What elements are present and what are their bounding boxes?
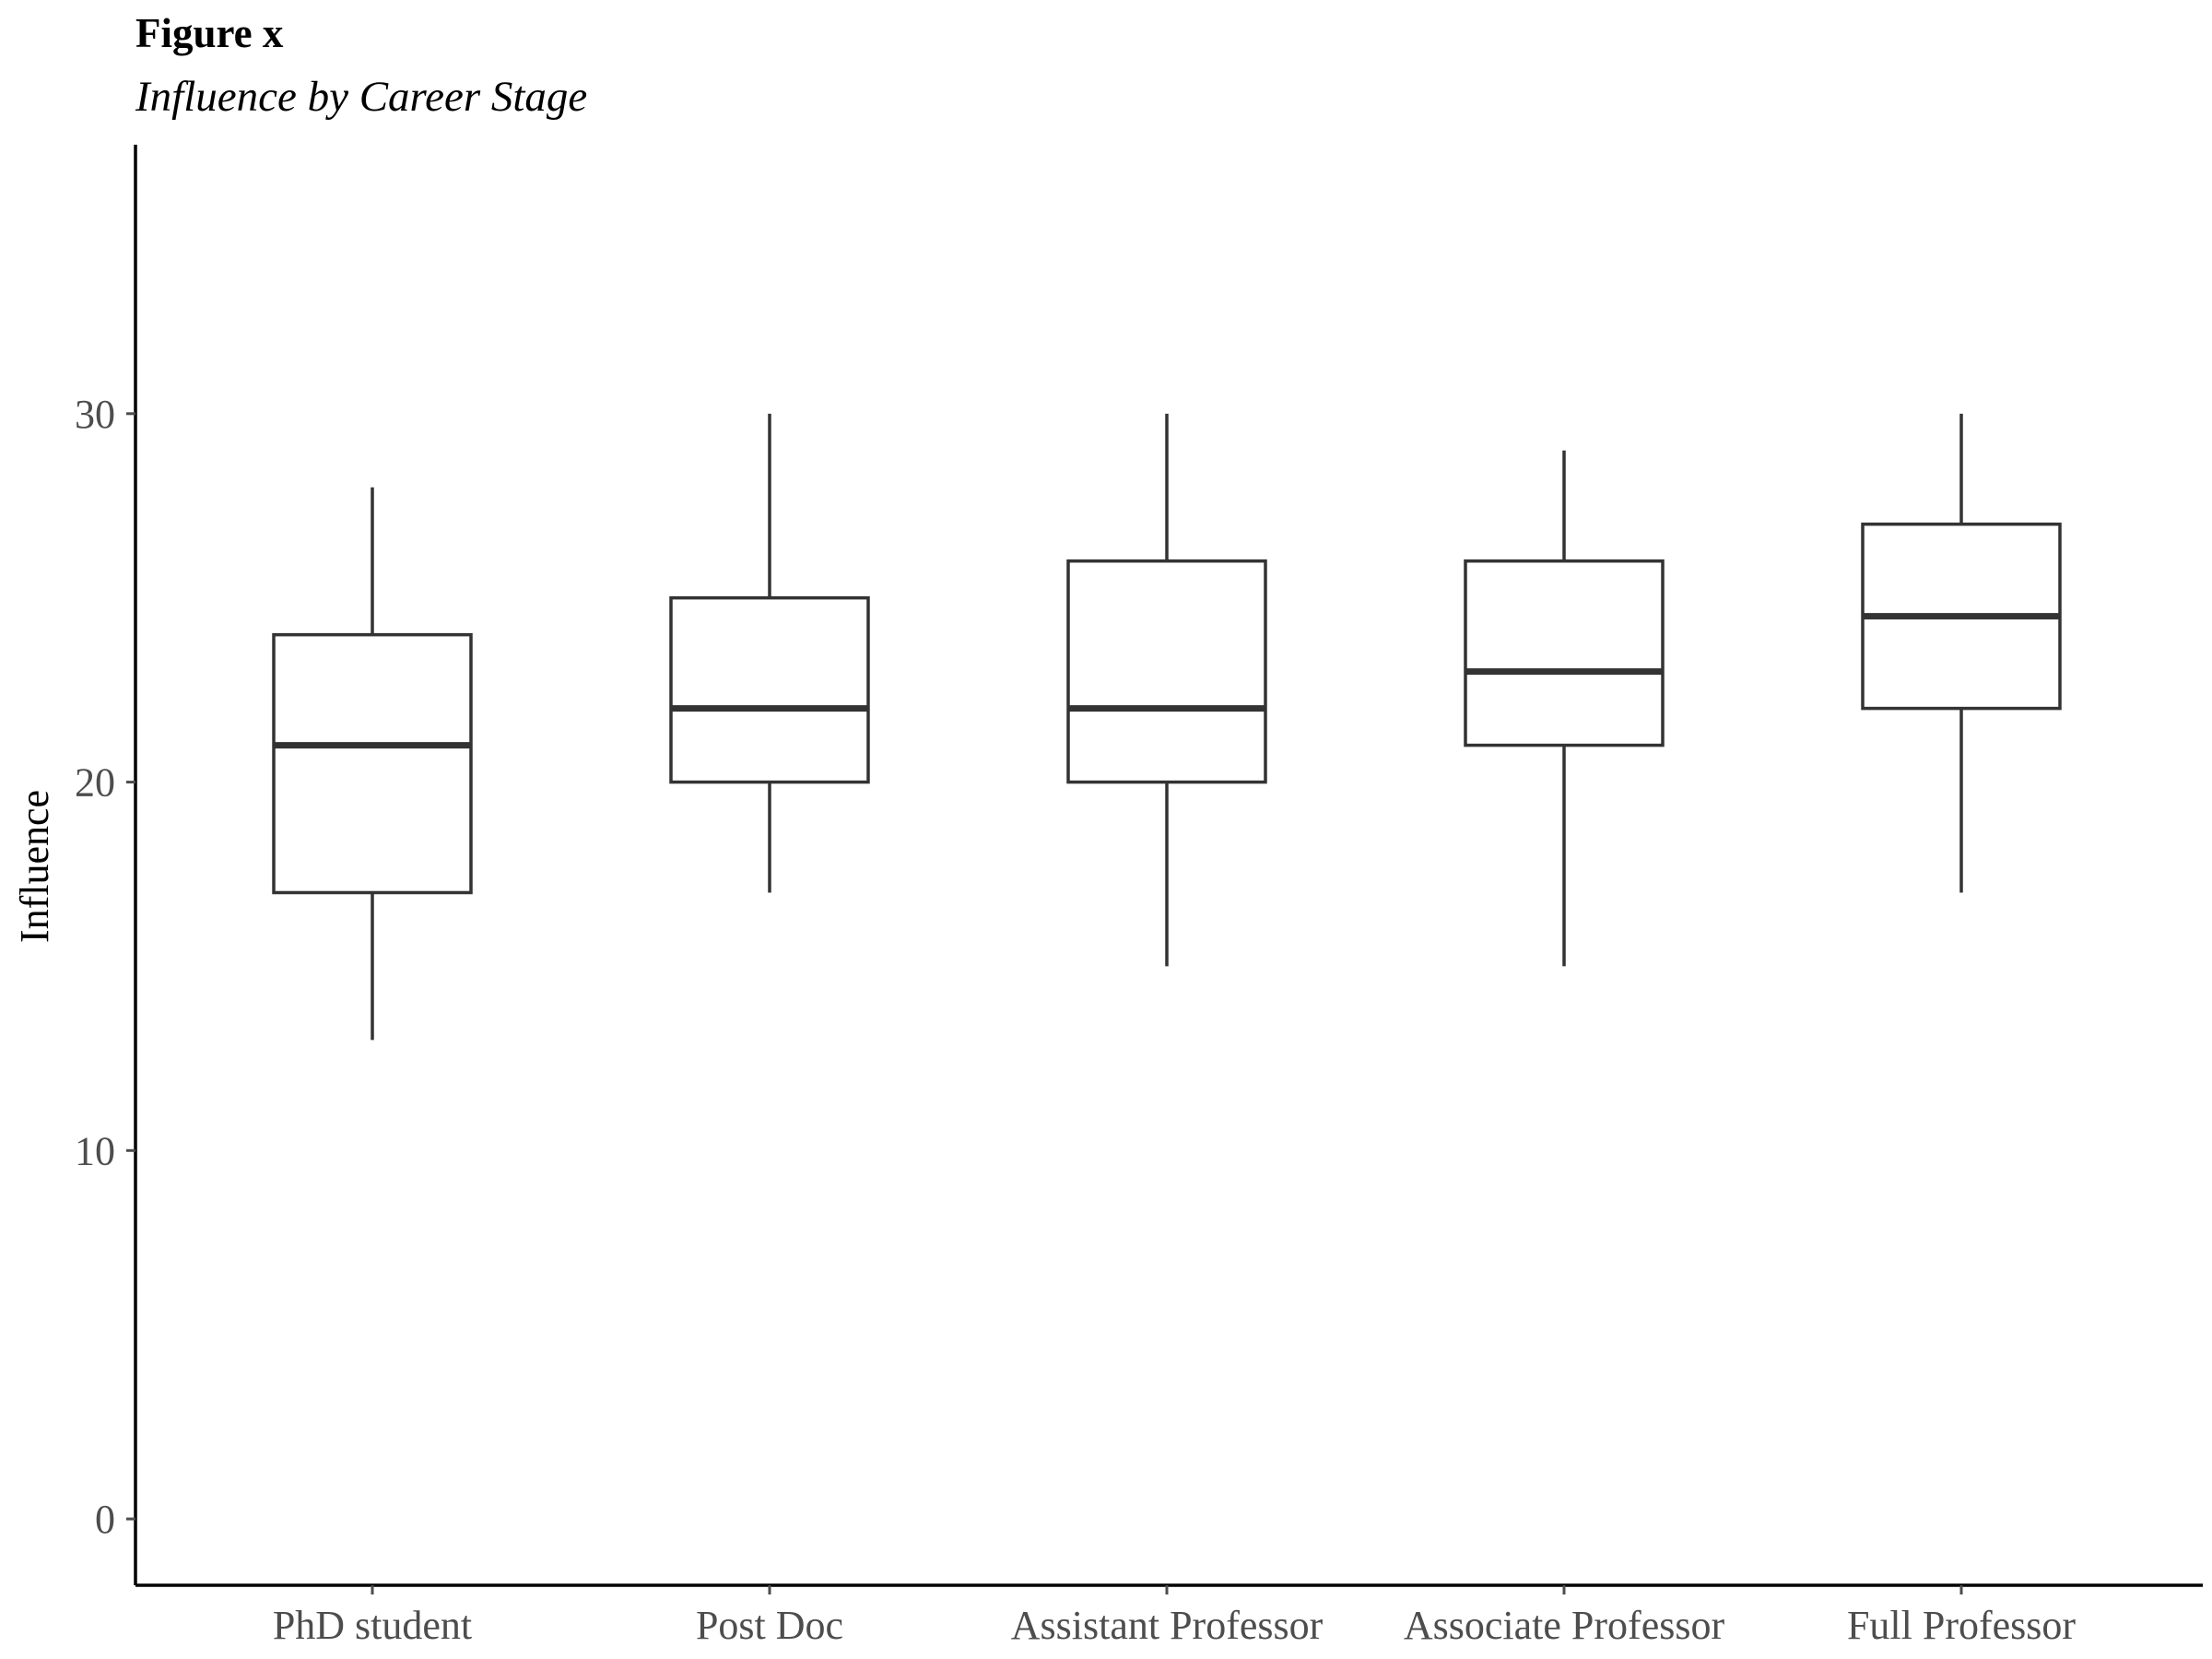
y-tick-label: 10 [75,1128,115,1173]
x-tick-label: Associate Professor [1404,1603,1725,1648]
box-post-doc [669,413,870,893]
box-phd-student [272,487,473,1041]
box-full-professor [1861,413,2062,893]
box-iqr [1464,559,1665,747]
figure-label: Figure x [135,10,284,56]
figure-caption: Influence by Career Stage [135,73,588,121]
box-associate-professor [1464,450,1665,967]
x-axis: PhD student Post Doc Assistant Professor As… [135,1583,2203,1648]
x-tick-label: Post Doc [696,1603,843,1648]
box-iqr [272,632,473,895]
x-tick-label: PhD student [273,1603,472,1648]
box-iqr [1066,559,1267,784]
x-tick-label: Full Professor [1847,1603,2076,1648]
y-axis-title: Influence [12,790,57,943]
box-assistant-professor [1066,413,1267,967]
x-tick-label: Assistant Professor [1011,1603,1324,1648]
box-iqr [669,595,870,784]
boxes [272,413,2062,1041]
y-tick-label: 30 [75,392,115,437]
y-tick-label: 20 [75,760,115,806]
y-axis: 0 10 20 30 [75,145,137,1585]
y-tick-label: 0 [95,1497,115,1542]
